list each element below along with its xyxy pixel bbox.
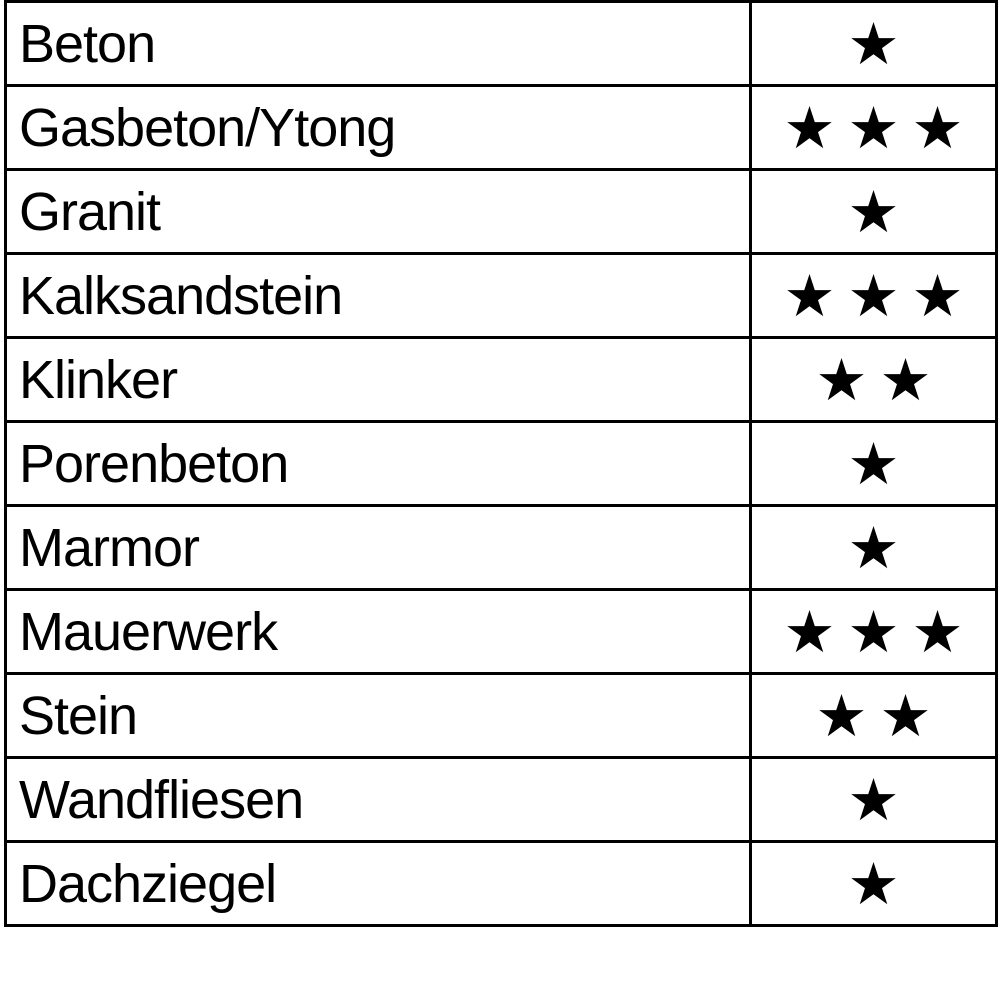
table-row: Dachziegel ★ bbox=[4, 840, 998, 927]
material-name: Klinker bbox=[4, 336, 752, 423]
material-name: Porenbeton bbox=[4, 420, 752, 507]
table-row: Kalksandstein ★ ★ ★ bbox=[4, 252, 998, 339]
star-icon: ★ bbox=[847, 93, 900, 162]
material-name: Kalksandstein bbox=[4, 252, 752, 339]
star-rating: ★ bbox=[749, 840, 998, 927]
material-name: Mauerwerk bbox=[4, 588, 752, 675]
table-row: Beton ★ bbox=[4, 0, 998, 87]
star-icon: ★ bbox=[847, 177, 900, 246]
material-rating-table: Beton ★ Gasbeton/Ytong ★ ★ ★ Granit ★ Kalksandst… bbox=[4, 0, 998, 927]
material-name: Gasbeton/Ytong bbox=[4, 84, 752, 171]
table-row: Granit ★ bbox=[4, 168, 998, 255]
star-icon: ★ bbox=[783, 261, 836, 330]
star-icon: ★ bbox=[879, 681, 932, 750]
star-icon: ★ bbox=[911, 597, 964, 666]
table-row: Stein ★ ★ bbox=[4, 672, 998, 759]
material-name: Granit bbox=[4, 168, 752, 255]
material-name: Beton bbox=[4, 0, 752, 87]
material-name: Dachziegel bbox=[4, 840, 752, 927]
table-row: Gasbeton/Ytong ★ ★ ★ bbox=[4, 84, 998, 171]
star-rating: ★ bbox=[749, 168, 998, 255]
material-name: Wandfliesen bbox=[4, 756, 752, 843]
star-rating: ★ bbox=[749, 420, 998, 507]
table-row: Wandfliesen ★ bbox=[4, 756, 998, 843]
star-rating: ★ bbox=[749, 756, 998, 843]
star-icon: ★ bbox=[815, 345, 868, 414]
star-icon: ★ bbox=[911, 93, 964, 162]
star-rating: ★ bbox=[749, 504, 998, 591]
star-icon: ★ bbox=[847, 261, 900, 330]
star-icon: ★ bbox=[847, 597, 900, 666]
table-row: Klinker ★ ★ bbox=[4, 336, 998, 423]
star-icon: ★ bbox=[783, 93, 836, 162]
star-icon: ★ bbox=[847, 849, 900, 918]
table-row: Porenbeton ★ bbox=[4, 420, 998, 507]
star-icon: ★ bbox=[783, 597, 836, 666]
table-row: Marmor ★ bbox=[4, 504, 998, 591]
star-icon: ★ bbox=[911, 261, 964, 330]
star-icon: ★ bbox=[879, 345, 932, 414]
star-icon: ★ bbox=[847, 429, 900, 498]
star-icon: ★ bbox=[847, 9, 900, 78]
star-rating: ★ bbox=[749, 0, 998, 87]
star-rating: ★ ★ ★ bbox=[749, 588, 998, 675]
star-icon: ★ bbox=[815, 681, 868, 750]
table-row: Mauerwerk ★ ★ ★ bbox=[4, 588, 998, 675]
star-rating: ★ ★ bbox=[749, 336, 998, 423]
star-icon: ★ bbox=[847, 765, 900, 834]
star-icon: ★ bbox=[847, 513, 900, 582]
star-rating: ★ ★ bbox=[749, 672, 998, 759]
star-rating: ★ ★ ★ bbox=[749, 252, 998, 339]
material-name: Marmor bbox=[4, 504, 752, 591]
material-name: Stein bbox=[4, 672, 752, 759]
star-rating: ★ ★ ★ bbox=[749, 84, 998, 171]
